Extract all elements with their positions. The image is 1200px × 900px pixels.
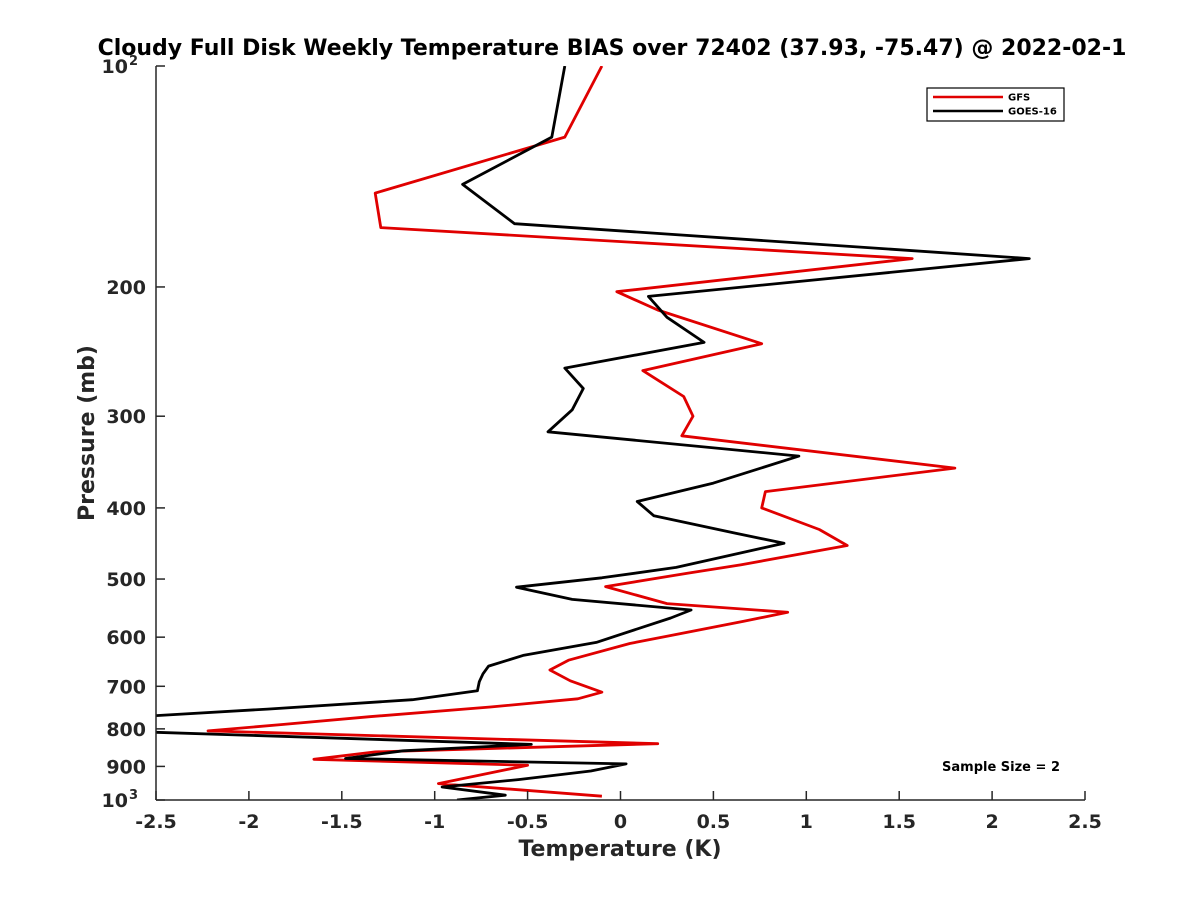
y-tick-label: 900 [106,756,146,778]
y-tick-exponent: 2 [129,54,138,69]
x-tick-label: -2 [238,811,259,833]
chart-title: Cloudy Full Disk Weekly Temperature BIAS… [98,36,1127,61]
y-tick-label: 10 [102,790,128,812]
x-tick-label: 0.5 [697,811,731,833]
legend: GFS GOES-16 [926,87,1065,122]
x-tick-label: 0 [614,811,627,833]
legend-box [926,87,1065,122]
x-axis-ticks: -2.5 -2 -1.5 -1 -0.5 0 0.5 1 1.5 2 2.5 [135,791,1102,833]
x-tick-label: -2.5 [135,811,177,833]
x-tick-label: 2 [985,811,998,833]
y-tick-label: 200 [106,277,146,299]
x-tick-label: 1 [800,811,813,833]
plot-area [156,66,1085,800]
y-tick-label: 700 [106,676,146,698]
y-axis-label: Pressure (mb) [75,345,100,521]
y-tick-label: 10 [102,56,128,78]
sample-size-annotation: Sample Size = 2 [942,760,1060,775]
y-tick-label: 500 [106,569,146,591]
x-tick-label: -1.5 [321,811,363,833]
x-axis-label: Temperature (K) [518,837,721,862]
y-tick-exponent: 3 [129,788,138,803]
legend-label-goes16: GOES-16 [1008,107,1057,118]
x-tick-label: 2.5 [1068,811,1102,833]
x-tick-label: 1.5 [882,811,916,833]
x-tick-label: -1 [424,811,445,833]
series-layer [156,66,1031,800]
series-line-goes16 [156,66,1031,800]
y-tick-label: 400 [106,498,146,520]
y-tick-label: 300 [106,406,146,428]
series-line-gfs [206,66,957,798]
legend-label-gfs: GFS [1008,93,1030,104]
y-tick-label: 600 [106,627,146,649]
y-tick-label: 800 [106,719,146,741]
x-tick-label: -0.5 [507,811,549,833]
